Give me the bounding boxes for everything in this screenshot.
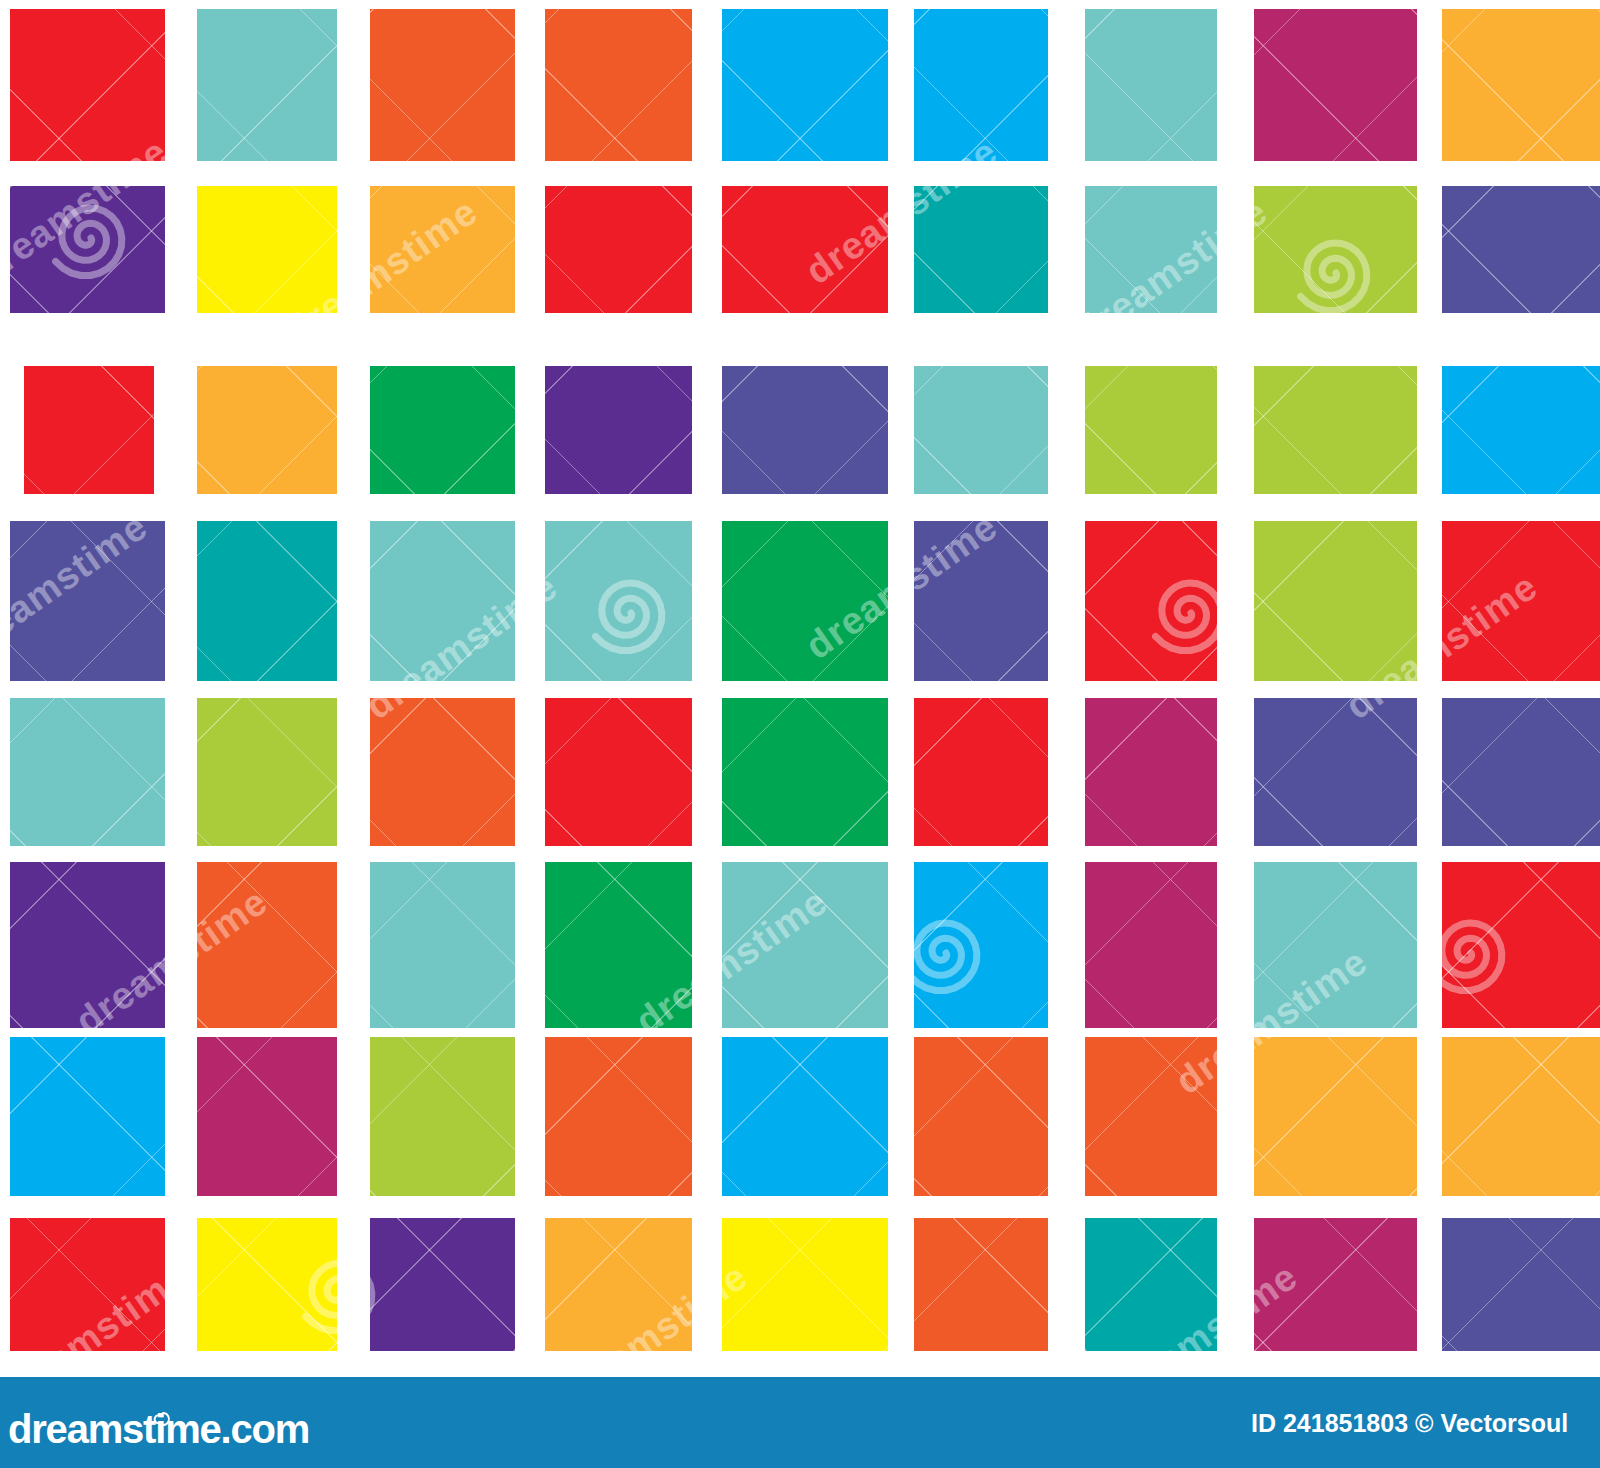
svg-text:dreamstime.com: dreamstime.com <box>8 1407 309 1451</box>
